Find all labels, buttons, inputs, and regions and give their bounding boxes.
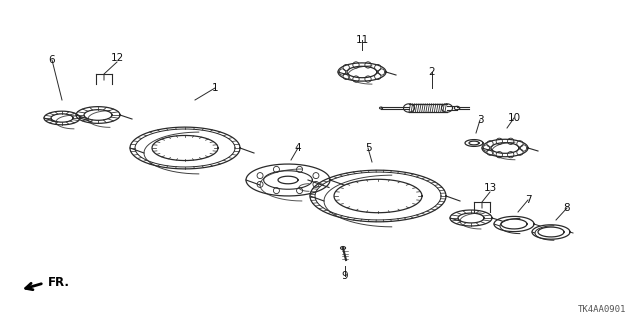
Text: 13: 13 — [483, 183, 497, 193]
Text: 12: 12 — [110, 53, 124, 63]
Text: 10: 10 — [508, 113, 520, 123]
Text: 8: 8 — [564, 203, 570, 213]
Text: 11: 11 — [355, 35, 369, 45]
Text: TK4AA0901: TK4AA0901 — [578, 306, 626, 315]
Text: 9: 9 — [342, 271, 348, 281]
Text: FR.: FR. — [48, 276, 70, 289]
Text: 7: 7 — [525, 195, 531, 205]
Text: 2: 2 — [429, 67, 435, 77]
Text: 4: 4 — [294, 143, 301, 153]
Text: 3: 3 — [477, 115, 483, 125]
Text: 5: 5 — [365, 143, 371, 153]
Text: 6: 6 — [49, 55, 55, 65]
Text: 1: 1 — [212, 83, 218, 93]
